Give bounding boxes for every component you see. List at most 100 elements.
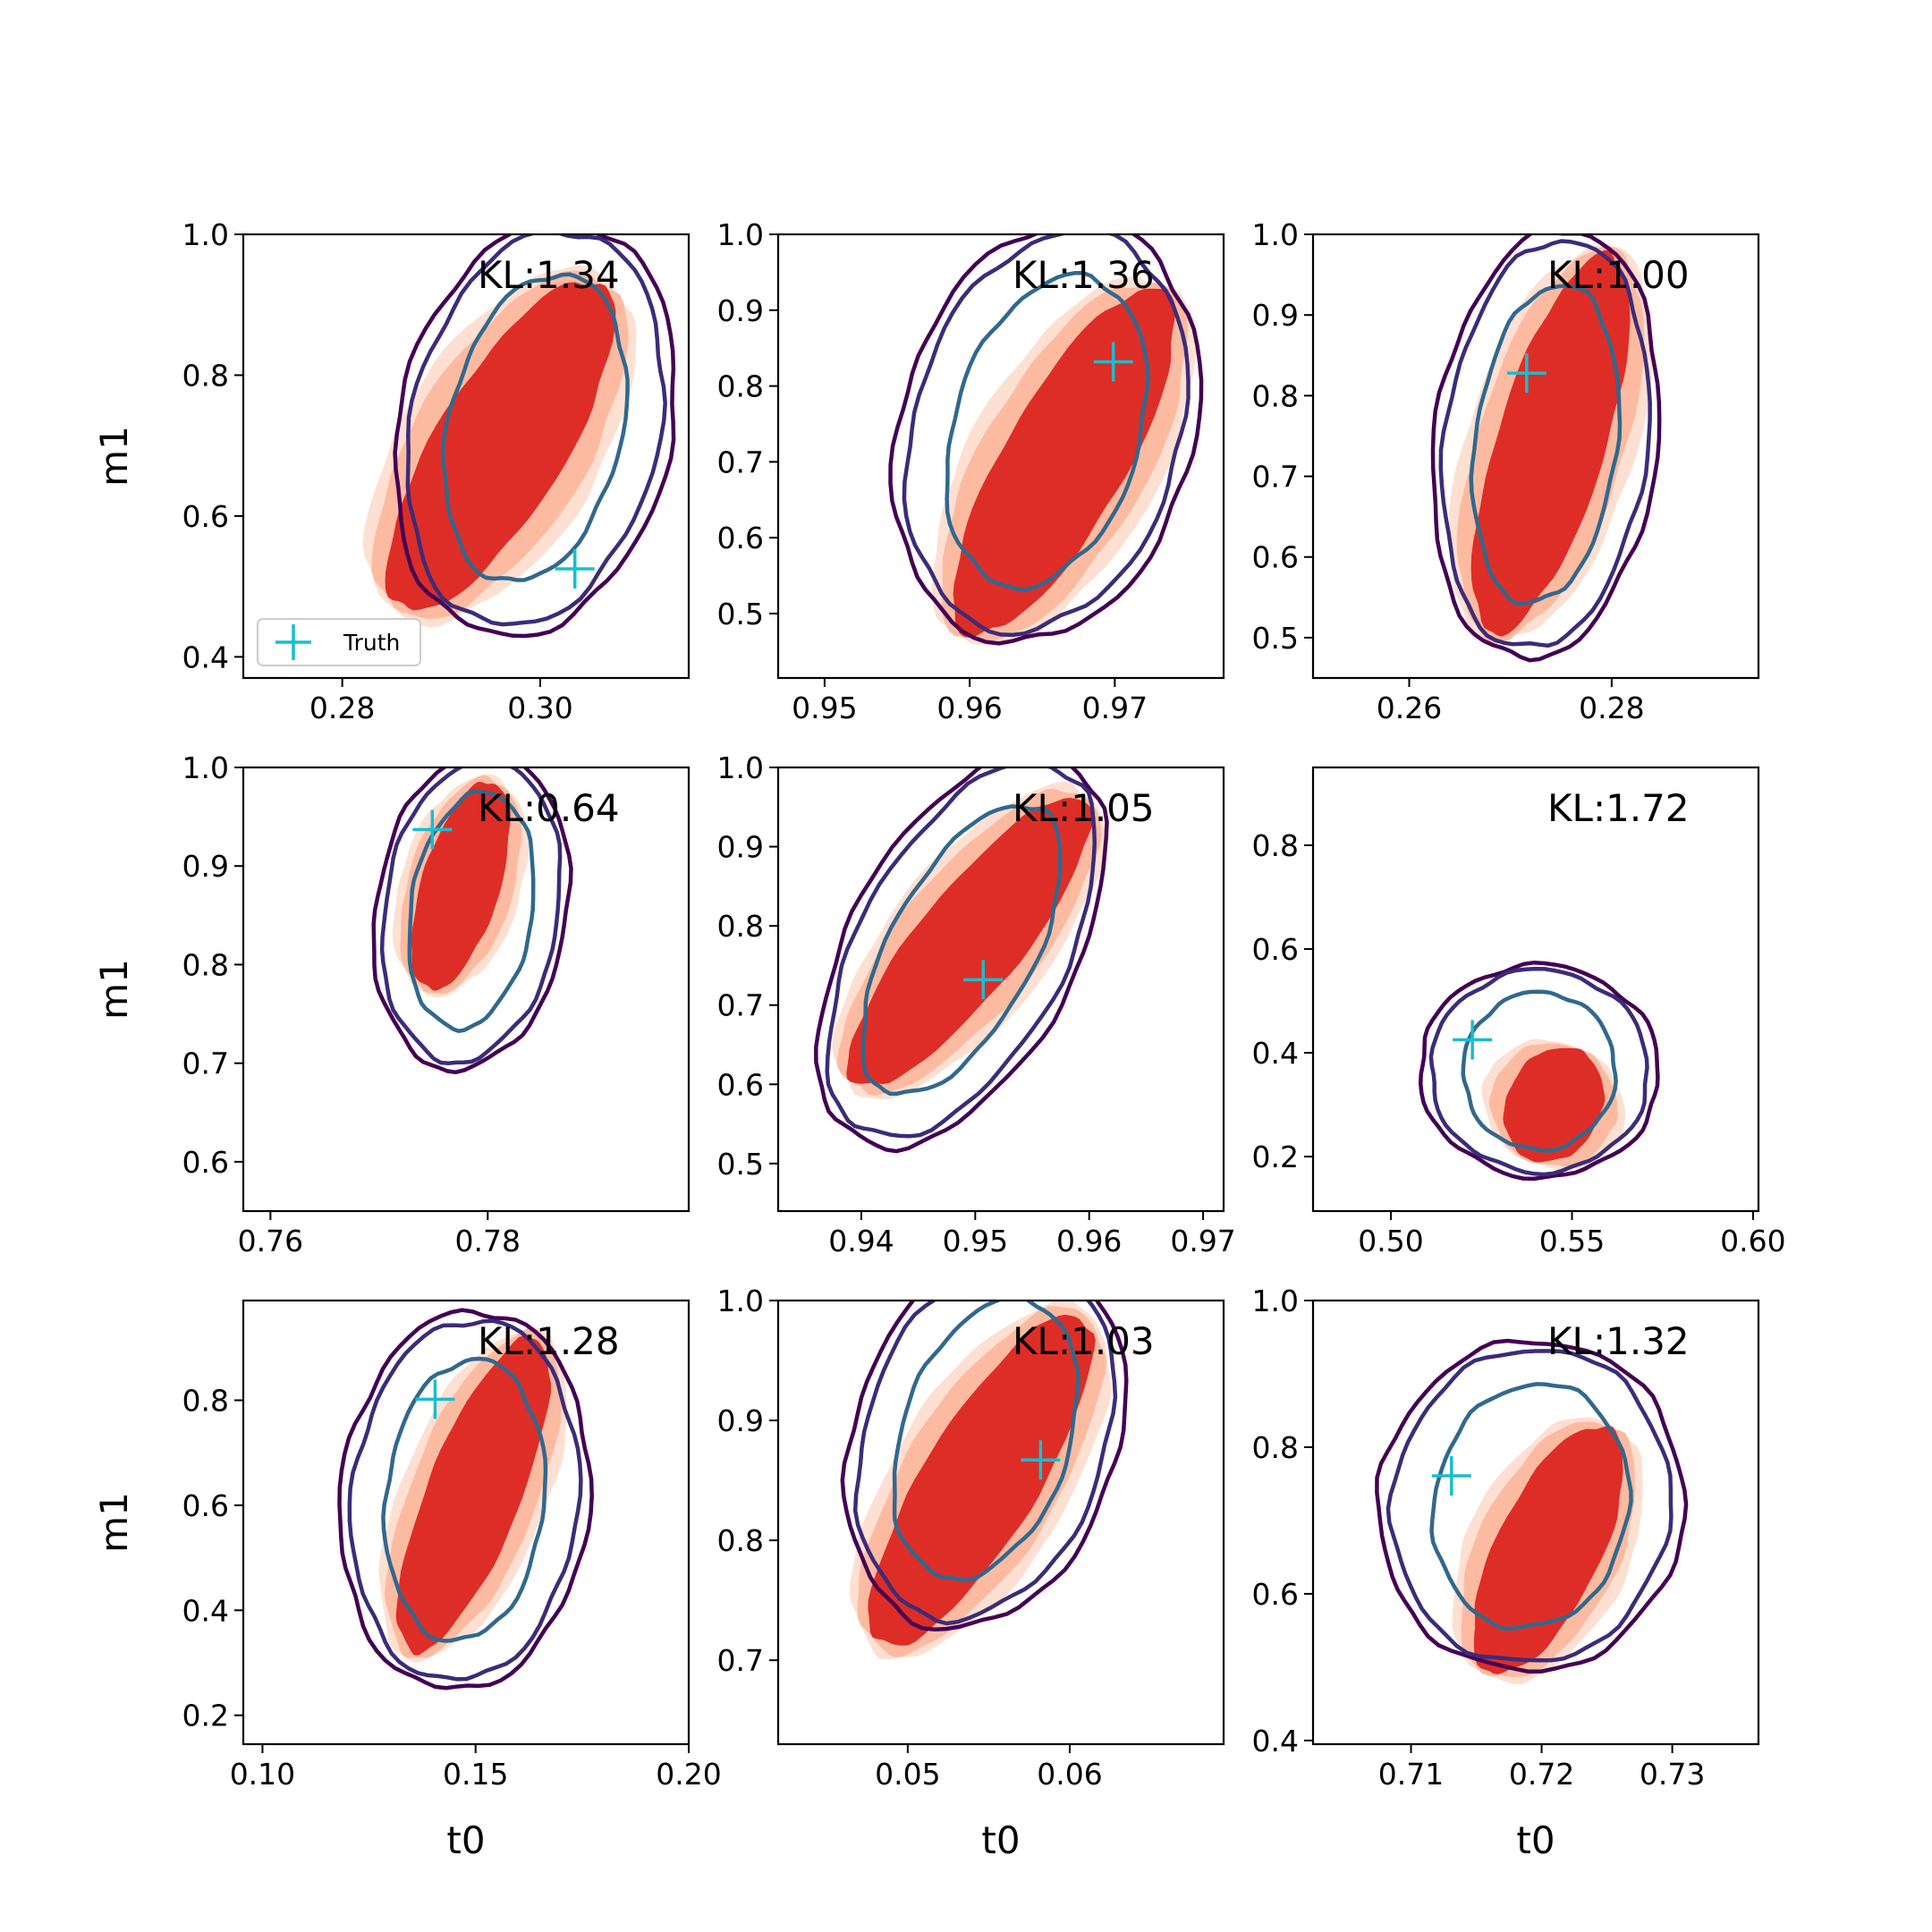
contour-line-level-3	[1469, 284, 1623, 606]
truth-marker	[1431, 1455, 1471, 1496]
truth-marker	[1506, 353, 1546, 394]
contour-line-level-1	[814, 767, 1109, 1154]
plot-area	[888, 234, 1204, 646]
legend-label: Truth	[343, 630, 400, 656]
x-tick-label: 0.72	[1509, 1757, 1574, 1792]
kl-annotation: KL:1.36	[1013, 253, 1155, 297]
axes-frame	[242, 1299, 691, 1746]
density-fill-level-3	[1503, 1047, 1606, 1163]
plot-area	[814, 767, 1109, 1154]
y-tick-label: 1.0	[1252, 1284, 1299, 1318]
y-tick-label: 0.8	[1252, 1430, 1299, 1465]
density-fill-level-3	[385, 282, 616, 611]
legend-box	[257, 618, 421, 666]
x-tick-label: 0.76	[238, 1224, 303, 1258]
contour-line-level-2	[405, 234, 667, 627]
kl-annotation: KL:1.28	[478, 1319, 620, 1363]
contour-line-level-1	[840, 1301, 1129, 1631]
kl-annotation: KL:0.64	[478, 786, 620, 830]
y-tick-label: 1.0	[717, 217, 764, 252]
contour-line-level-3	[1461, 989, 1618, 1153]
legend-truth-marker	[275, 624, 311, 660]
contour-line-level-2	[852, 1301, 1118, 1626]
kl-annotation: KL:1.32	[1547, 1319, 1690, 1363]
y-tick-label: 0.4	[1252, 1036, 1299, 1071]
y-tick-label: 0.7	[182, 1046, 229, 1081]
contour-line-level-2	[1438, 239, 1652, 648]
kl-annotation: KL:1.34	[478, 253, 620, 297]
density-fill-level-3	[846, 797, 1095, 1085]
x-tick-label: 0.10	[230, 1757, 295, 1792]
contour-line-level-3	[440, 272, 630, 582]
kl-annotation: KL:1.72	[1547, 786, 1690, 830]
contour-line-level-2	[379, 767, 563, 1065]
kl-annotation: KL:1.03	[1013, 1319, 1155, 1363]
x-tick-label: 0.28	[309, 691, 375, 725]
contour-line-level-2	[1428, 966, 1649, 1177]
x-tick-label: 0.96	[936, 691, 1002, 725]
x-tick-label: 0.73	[1640, 1757, 1705, 1792]
contour-line-level-3	[892, 1301, 1081, 1582]
x-tick-label: 0.95	[792, 691, 857, 725]
y-tick-label: 0.2	[182, 1699, 229, 1733]
contour-line-level-3	[407, 789, 536, 1034]
contour-line-level-1	[888, 234, 1204, 646]
axes-frame	[1311, 233, 1760, 680]
density-fill-level-3	[411, 782, 511, 991]
y-tick-label: 0.6	[182, 1145, 229, 1180]
x-tick-label: 0.50	[1358, 1224, 1423, 1258]
y-tick-label: 0.6	[1252, 540, 1299, 575]
x-tick-label: 0.55	[1539, 1224, 1605, 1258]
contour-line-level-1	[337, 1308, 594, 1690]
y-tick-label: 0.4	[182, 1593, 229, 1628]
y-tick-label: 0.9	[717, 830, 764, 865]
x-tick-label: 0.20	[656, 1757, 721, 1792]
axes-frame	[1311, 766, 1760, 1213]
subplot-1: 0.28 0.30 0.4 0.6 0.8 1.0 KL:1.34 m1 Truth	[92, 217, 691, 725]
x-tick-label: 0.97	[1082, 691, 1148, 725]
contour-line-level-2	[347, 1318, 583, 1682]
y-tick-label: 1.0	[1252, 217, 1299, 252]
plot-area	[1418, 960, 1660, 1182]
y-axis-label: m1	[92, 426, 136, 487]
plot-area	[840, 1301, 1129, 1660]
y-tick-label: 0.8	[1252, 828, 1299, 863]
y-tick-label: 0.9	[717, 293, 764, 328]
y-tick-label: 0.9	[1252, 298, 1299, 333]
y-axis-label: m1	[92, 1492, 136, 1553]
y-tick-label: 0.6	[717, 521, 764, 555]
truth-marker	[555, 548, 595, 589]
plot-area	[1375, 1338, 1689, 1685]
y-tick-label: 0.6	[1252, 1577, 1299, 1612]
subplot-9: 0.71 0.72 0.73 0.4 0.6 0.8 1.0 KL:1.32 t0	[1252, 1284, 1760, 1862]
x-tick-label: 0.95	[943, 1224, 1008, 1258]
y-tick-label: 0.2	[1252, 1140, 1299, 1174]
plot-area	[1430, 234, 1662, 663]
subplot-5: 0.94 0.95 0.96 0.97 0.5 0.6 0.7 0.8 0.9 1.0 KL:1.0…	[717, 750, 1236, 1258]
x-tick-label: 0.30	[507, 691, 572, 725]
y-tick-label: 0.8	[717, 369, 764, 404]
contour-line-level-3	[945, 270, 1150, 592]
contour-line-level-1	[393, 234, 676, 639]
y-tick-label: 0.7	[717, 988, 764, 1023]
subplot-6: 0.50 0.55 0.60 0.2 0.4 0.6 0.8 KL:1.72	[1252, 766, 1786, 1258]
truth-marker	[963, 960, 1004, 1000]
density-fill-level-3	[395, 1335, 552, 1656]
truth-marker	[415, 1379, 455, 1419]
density-fill-level-3	[1473, 1425, 1623, 1674]
x-tick-label: 0.78	[455, 1224, 521, 1258]
axes-frame	[242, 233, 691, 680]
contour-line-level-1	[1375, 1338, 1689, 1674]
contour-line-level-3	[1429, 1382, 1633, 1631]
contour-line-level-3	[860, 804, 1063, 1096]
density-fill-level-3	[1470, 250, 1631, 637]
subplot-8: 0.05 0.06 0.7 0.8 0.9 1.0 KL:1.03 t0	[717, 1284, 1225, 1862]
x-tick-label: 0.05	[875, 1757, 940, 1792]
x-axis-label: t0	[981, 1818, 1020, 1862]
truth-marker	[1093, 342, 1133, 382]
subplot-7: 0.10 0.15 0.20 0.2 0.4 0.6 0.8 KL:1.28 m1 t0	[92, 1299, 722, 1862]
y-tick-label: 0.8	[182, 947, 229, 982]
truth-marker	[1453, 1020, 1493, 1060]
contour-line-level-2	[825, 767, 1097, 1139]
y-tick-label: 1.0	[182, 217, 229, 252]
